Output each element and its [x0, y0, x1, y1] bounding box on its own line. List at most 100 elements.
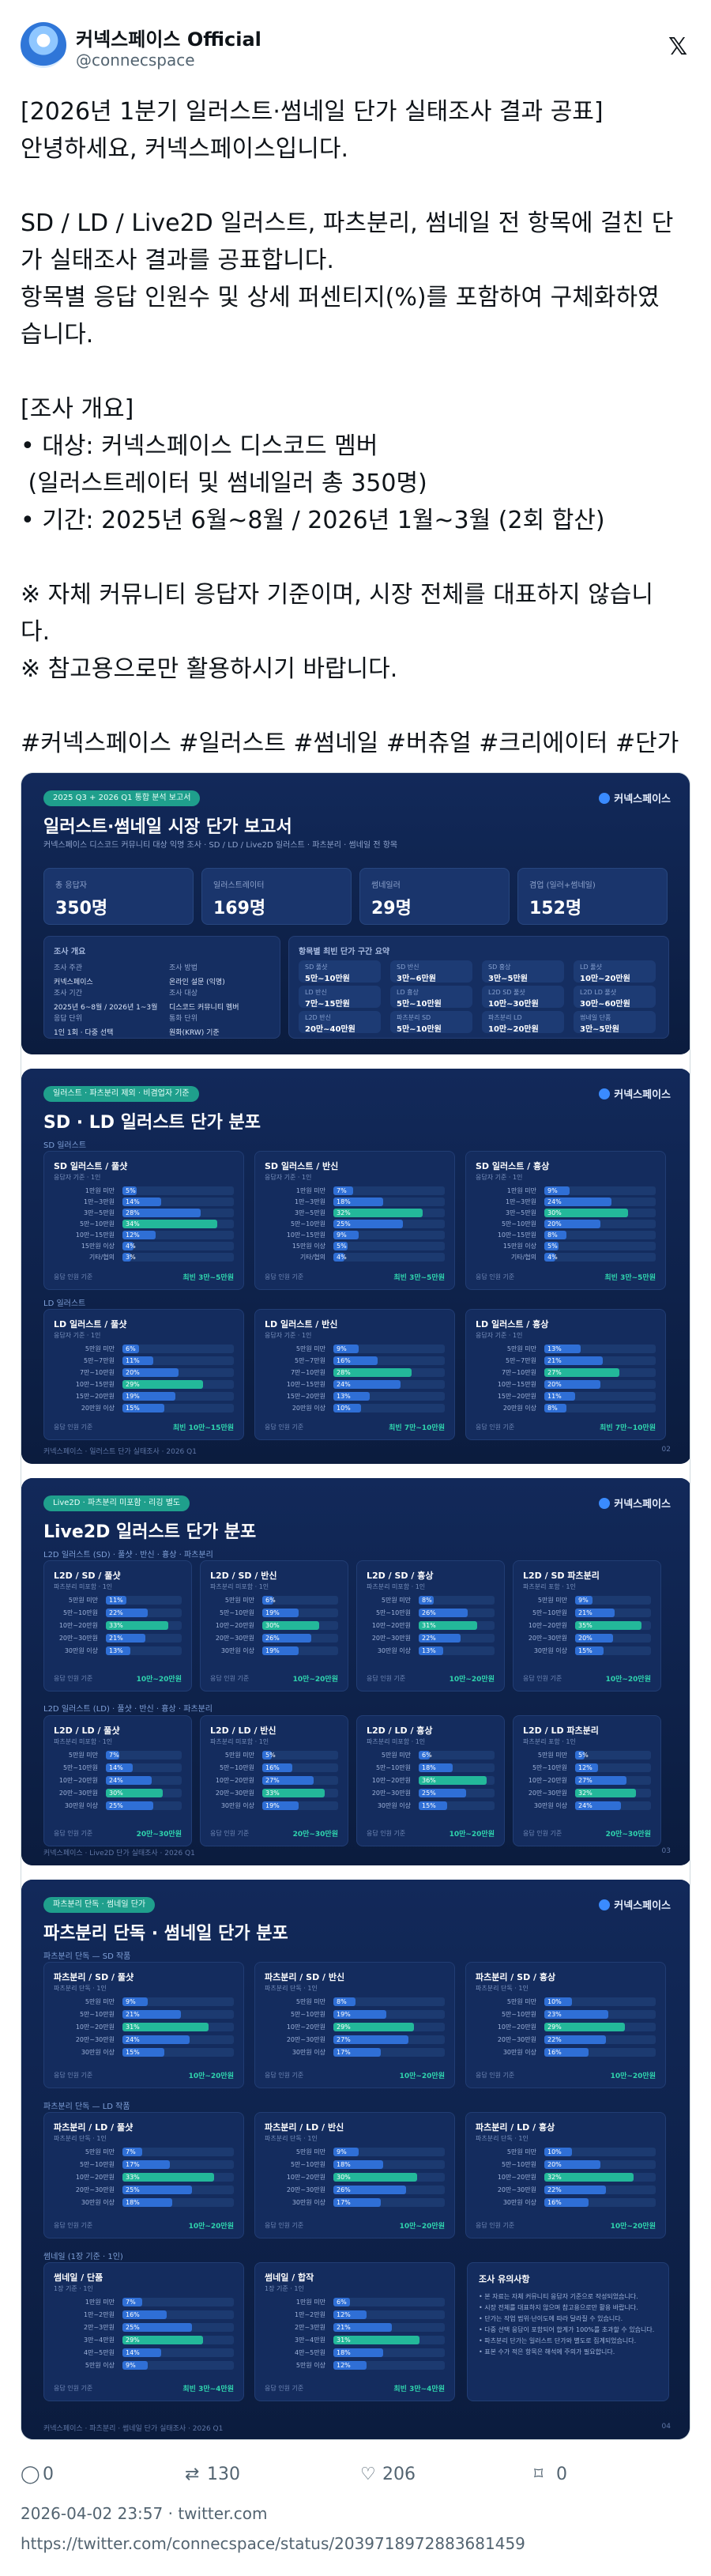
- bar-label: 30만원 이상: [220, 1647, 254, 1654]
- bar-track: 10%: [333, 1404, 445, 1412]
- bar-track: 29%: [333, 2023, 445, 2031]
- bar-label: 20만~30만원: [58, 1635, 98, 1642]
- tweet-text-line: ※ 참고용으로만 활용하시기 바랍니다.: [21, 655, 398, 683]
- bar-value: 15%: [422, 1802, 436, 1809]
- bar-track: 14%: [122, 2348, 234, 2357]
- overview-value: 온라인 설문 (익명): [169, 979, 225, 986]
- bar-track: 27%: [544, 1368, 656, 1377]
- card-peak-range: 10만~20만원: [610, 2072, 656, 2080]
- bar-track: 11%: [122, 1356, 234, 1365]
- parts-thumbnail-panel: 파츠분리 단독 · 썸네일 단가 커넥스페이스 파츠분리 단독 · 썸네일 단가…: [21, 1880, 690, 2439]
- overview-box: 조사 개요 조사 주관 커넥스페이스 조사 방법 온라인 설문 (익명) 조사 기간 20…: [43, 936, 280, 1039]
- bar-track: 19%: [333, 2010, 445, 2019]
- distribution-bar: [262, 1646, 299, 1655]
- bar-label: 30만원 이상: [377, 1647, 411, 1654]
- bar-label: 30만원 이상: [502, 2049, 536, 2056]
- bar-value: 25%: [126, 2324, 140, 2331]
- bar-label: 1만~3만원: [295, 1198, 325, 1205]
- distribution-bar: [575, 1776, 626, 1785]
- like-button[interactable]: ♡ 206: [360, 2465, 416, 2484]
- bar-label: 5만원 미만: [295, 1345, 325, 1352]
- bar-track: 25%: [419, 1789, 495, 1797]
- bar-track: 16%: [333, 1356, 445, 1365]
- card-footer-label: 응답 인원 기준: [265, 2072, 304, 2079]
- distribution-card: L2D / LD 파츠분리 파츠분리 포함 · 1인 5만원 미만 5% 5만~10만원…: [513, 1715, 661, 1846]
- bar-track: 26%: [262, 1634, 338, 1643]
- bar-track: 22%: [544, 2035, 656, 2044]
- author-name[interactable]: 커넥스페이스 Official: [76, 28, 261, 51]
- avatar[interactable]: [21, 22, 66, 68]
- bar-label: 5만~7만원: [295, 1357, 325, 1364]
- distribution-bar: [106, 1776, 152, 1785]
- bar-track: 5%: [122, 1186, 234, 1195]
- tweet-url[interactable]: https://twitter.com/connecspace/status/2…: [21, 2534, 525, 2553]
- card-peak-range: 최빈 3만~5만원: [393, 1274, 445, 1282]
- panel3-title: Live2D 일러스트 단가 분포: [43, 1522, 257, 1542]
- bar-value: 16%: [265, 1764, 280, 1771]
- summary-cell: 썸네일 단품 3만~5만원: [574, 1011, 656, 1034]
- stat-card: 총 응답자 350명: [43, 868, 194, 925]
- panel3-tag: Live2D · 파츠분리 미포함 · 리깅 별도: [43, 1495, 190, 1511]
- bar-value: 18%: [126, 2199, 140, 2206]
- bar-label: 5만~10만원: [532, 1764, 567, 1771]
- bar-track: 34%: [122, 1220, 234, 1228]
- bar-label: 20만~30만원: [371, 1790, 411, 1797]
- distribution-bar: [333, 1242, 348, 1250]
- bar-track: 22%: [106, 1609, 182, 1617]
- reply-button[interactable]: ◯ 0: [21, 2465, 54, 2484]
- bar-value: 11%: [109, 1597, 123, 1604]
- bar-track: 6%: [333, 2298, 445, 2306]
- bar-value: 9%: [337, 2148, 347, 2155]
- distribution-bar: [575, 1751, 585, 1759]
- author-handle[interactable]: @connecspace: [76, 51, 195, 70]
- card-peak-range: 10만~20만원: [136, 1676, 182, 1684]
- card-footer-label: 응답 인원 기준: [265, 2385, 304, 2392]
- card-subtitle: 파츠분리 미포함 · 1인: [367, 1738, 426, 1745]
- bar-value: 9%: [547, 1187, 558, 1194]
- bar-label: 5만원 미만: [85, 2148, 115, 2155]
- bar-label: 30만원 이상: [377, 1802, 411, 1809]
- bar-value: 4%: [126, 1243, 136, 1250]
- bar-track: 8%: [333, 1997, 445, 2006]
- bar-track: 21%: [122, 2010, 234, 2019]
- bar-value: 26%: [265, 1635, 280, 1642]
- retweet-button[interactable]: ⇄ 130: [185, 2465, 240, 2484]
- source-link[interactable]: twitter.com: [178, 2504, 268, 2523]
- bar-track: 35%: [575, 1621, 651, 1630]
- summary-cell: LD 흉상 5만~10만원: [390, 986, 472, 1009]
- card-subtitle: 1장 기준 · 1인: [54, 2285, 93, 2292]
- distribution-bar: [106, 1609, 148, 1617]
- distribution-bar: [122, 2160, 170, 2169]
- tweet-text-line: (일러스트레이터 및 썸네일러 총 350명): [21, 470, 427, 497]
- distribution-bar: [122, 2361, 148, 2370]
- distribution-bar: [122, 2023, 209, 2031]
- bar-value: 12%: [337, 2362, 351, 2369]
- card-title: SD 일러스트 / 반신: [265, 1161, 339, 1171]
- x-logo-icon[interactable]: 𝕏: [668, 33, 688, 61]
- bar-track: 18%: [419, 1763, 495, 1772]
- bar-track: 9%: [333, 1231, 445, 1239]
- bar-value: 30%: [109, 1790, 123, 1797]
- card-subtitle: 응답자 기준 · 1인: [476, 1174, 523, 1181]
- card-peak-range: 10만~20만원: [292, 1676, 338, 1684]
- bar-value: 17%: [337, 2049, 351, 2056]
- section-thumbnail: 썸네일 (1장 기준 · 1인): [43, 2253, 123, 2261]
- bookmark-button[interactable]: ⌑ 0: [534, 2465, 567, 2484]
- bar-track: 7%: [333, 1186, 445, 1195]
- distribution-bar: [106, 1596, 126, 1605]
- attached-image[interactable]: 2025 Q3 + 2026 Q1 통합 분석 보고서 커넥스페이스 일러스트·…: [21, 772, 690, 2440]
- summary-cell: 파츠분리 LD 10만~20만원: [482, 1011, 564, 1034]
- bar-value: 14%: [126, 2349, 140, 2356]
- timestamp[interactable]: 2026-04-02 23:57: [21, 2504, 164, 2523]
- bar-label: 15만원 이상: [292, 1243, 325, 1250]
- overview-value: 2025년 6~8월 / 2026년 1~3월: [54, 1004, 158, 1012]
- bar-label: 30만원 이상: [502, 2199, 536, 2206]
- bar-track: 24%: [122, 2035, 234, 2044]
- stat-value: 29명: [371, 899, 412, 918]
- distribution-bar: [575, 1789, 636, 1797]
- summary-value: 20만~40만원: [305, 1025, 356, 1034]
- bar-value: 18%: [337, 2349, 351, 2356]
- card-subtitle: 1장 기준 · 1인: [265, 2285, 304, 2292]
- overview-key: 조사 대상: [169, 990, 198, 998]
- card-peak-range: 10만~20만원: [188, 2223, 234, 2231]
